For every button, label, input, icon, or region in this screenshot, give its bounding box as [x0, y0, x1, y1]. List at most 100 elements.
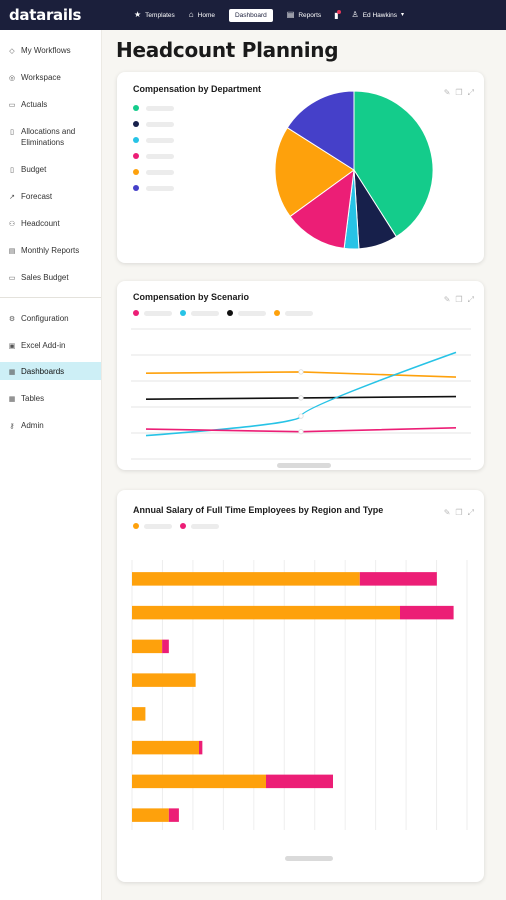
nav-home[interactable]: ⌂ Home [188, 10, 215, 19]
expand-icon[interactable]: ⤢ [467, 88, 474, 97]
edit-icon[interactable]: ✎ [443, 295, 451, 304]
pie-chart-card: Compensation by Department ✎ ❐ ⤢ [117, 72, 484, 263]
headcount-icon: ⚇ [8, 221, 16, 228]
card-toolbar: ✎ ❐ ⤢ [444, 508, 474, 518]
legend-item[interactable] [133, 148, 174, 164]
user-icon: ♙ [351, 10, 359, 19]
line-legend [133, 310, 313, 316]
legend-item[interactable] [133, 100, 174, 116]
nav-templates[interactable]: ★ Templates [134, 10, 175, 19]
card-title: Annual Salary of Full Time Employees by … [133, 505, 384, 515]
legend-item[interactable] [133, 310, 172, 316]
legend-item[interactable] [133, 164, 174, 180]
bar-2-1[interactable] [162, 639, 169, 654]
sidebar-item-actuals[interactable]: ▭ Actuals [8, 100, 48, 109]
card-toolbar: ✎ ❐ ⤢ [444, 88, 474, 98]
sidebar-item-configuration[interactable]: ⚙ Configuration [8, 314, 69, 323]
line-point-1[interactable] [298, 395, 304, 401]
bar-7-1[interactable] [168, 808, 179, 822]
bar-7-0[interactable] [132, 808, 169, 822]
sidebar-item-excel-addin[interactable]: ▣ Excel Add-in [8, 341, 66, 350]
legend-item[interactable] [227, 310, 266, 316]
forecast-icon: ↗ [9, 194, 15, 201]
line-point-0[interactable] [298, 369, 304, 375]
pie-legend [133, 100, 174, 196]
sidebar-item-forecast[interactable]: ↗ Forecast [9, 192, 53, 201]
copy-icon[interactable]: ❐ [455, 508, 463, 517]
bar-1-0[interactable] [132, 605, 400, 620]
notification-icon: ▮ [334, 9, 341, 20]
sidebar-item-workspace[interactable]: ◎ Workspace [8, 73, 61, 82]
pie-slice-5[interactable] [286, 90, 355, 171]
bar-6-0[interactable] [132, 774, 266, 789]
bar-legend [133, 523, 219, 529]
app-logo[interactable]: datarails [9, 6, 82, 24]
bar-5-1[interactable] [199, 740, 203, 755]
card-title: Compensation by Scenario [133, 292, 250, 302]
pie-slice-4[interactable] [274, 126, 355, 218]
bar-5-0[interactable] [132, 740, 199, 755]
budget-icon: ▯ [10, 167, 14, 174]
legend-item[interactable] [274, 310, 313, 316]
sidebar-item-tables[interactable]: ▦ Tables [8, 394, 45, 403]
copy-icon[interactable]: ❐ [455, 295, 463, 304]
edit-icon[interactable]: ✎ [443, 88, 451, 97]
chevron-down-icon: ▾ [401, 12, 405, 18]
sidebar-divider [0, 297, 101, 298]
bar-0-0[interactable] [132, 572, 360, 586]
edit-icon[interactable]: ✎ [443, 508, 451, 517]
bar-0-1[interactable] [359, 572, 437, 586]
dashboard-icon: ▦ [8, 369, 16, 376]
bar-4-0[interactable] [132, 707, 146, 721]
chart-scrollbar[interactable] [285, 856, 333, 861]
excel-icon: ▣ [8, 343, 16, 350]
legend-item[interactable] [133, 132, 174, 148]
legend-item[interactable] [180, 523, 219, 529]
page-title: Headcount Planning [116, 38, 339, 62]
legend-item[interactable] [180, 310, 219, 316]
home-icon: ⌂ [188, 10, 194, 19]
sidebar: ◇ My Workflows ◎ Workspace ▭ Actuals ▯ Alloc… [0, 30, 102, 900]
star-icon: ★ [134, 10, 142, 19]
line-point-2[interactable] [298, 413, 304, 419]
sales-icon: ▭ [8, 275, 16, 282]
top-bar: datarails ★ Templates ⌂ Home Dashboard ▤… [0, 0, 506, 30]
sidebar-item-budget[interactable]: ▯ Budget [0, 164, 101, 176]
workflow-icon: ◇ [9, 48, 15, 55]
allocations-icon: ▯ [10, 129, 14, 136]
pie-slice-3[interactable] [289, 168, 355, 249]
chart-scrollbar[interactable] [277, 463, 331, 468]
sidebar-item-my-workflows[interactable]: ◇ My Workflows [9, 46, 71, 55]
bar-chart-card: Annual Salary of Full Time Employees by … [117, 490, 484, 882]
legend-item[interactable] [133, 523, 172, 529]
bar-chart [131, 560, 468, 830]
card-title: Compensation by Department [133, 84, 262, 94]
legend-item[interactable] [133, 180, 174, 196]
workspace-icon: ◎ [8, 75, 16, 82]
gear-icon: ⚙ [8, 316, 16, 323]
sidebar-item-allocations[interactable]: ▯ Allocations and Eliminations [0, 126, 101, 148]
user-menu[interactable]: ♙ Ed Hawkins ▾ [351, 10, 405, 19]
line-series-2[interactable] [145, 351, 457, 437]
pie-chart [274, 90, 434, 250]
sidebar-item-headcount[interactable]: ⚇ Headcount [8, 219, 60, 228]
bar-6-1[interactable] [266, 774, 333, 789]
sidebar-item-monthly-reports[interactable]: ▤ Monthly Reports [8, 246, 80, 255]
copy-icon[interactable]: ❐ [455, 88, 463, 97]
expand-icon[interactable]: ⤢ [467, 508, 474, 517]
legend-item[interactable] [133, 116, 174, 132]
sidebar-item-dashboards[interactable]: ▦ Dashboards [0, 362, 101, 380]
line-chart [131, 328, 471, 460]
sidebar-item-sales-budget[interactable]: ▭ Sales Budget [8, 273, 69, 282]
notifications-button[interactable]: ▮ [328, 0, 344, 30]
bar-1-1[interactable] [400, 605, 454, 620]
table-icon: ▦ [8, 396, 16, 403]
bar-3-0[interactable] [132, 673, 196, 687]
sidebar-item-admin[interactable]: ⚷ Admin [9, 421, 44, 430]
bar-2-0[interactable] [132, 639, 163, 654]
nav-dashboard[interactable]: Dashboard [222, 0, 280, 30]
expand-icon[interactable]: ⤢ [467, 295, 474, 304]
line-point-3[interactable] [298, 429, 304, 435]
report-icon: ▤ [286, 10, 295, 19]
nav-reports[interactable]: ▤ Reports [286, 10, 322, 19]
